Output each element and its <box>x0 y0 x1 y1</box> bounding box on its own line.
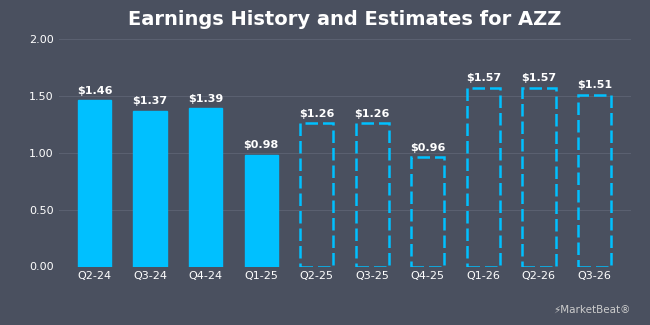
Text: $1.26: $1.26 <box>299 109 334 119</box>
Title: Earnings History and Estimates for AZZ: Earnings History and Estimates for AZZ <box>128 10 561 29</box>
Text: $1.57: $1.57 <box>466 73 501 83</box>
Text: $1.26: $1.26 <box>355 109 390 119</box>
Bar <box>244 155 278 266</box>
Text: $1.46: $1.46 <box>77 86 112 96</box>
Text: $0.96: $0.96 <box>410 143 445 153</box>
Bar <box>78 100 111 266</box>
Bar <box>133 111 167 266</box>
Text: $0.98: $0.98 <box>244 140 279 150</box>
Text: $1.39: $1.39 <box>188 94 224 104</box>
Text: $1.51: $1.51 <box>577 80 612 90</box>
Text: $1.57: $1.57 <box>521 73 556 83</box>
Bar <box>189 109 222 266</box>
Text: ⚡MarketBeat®: ⚡MarketBeat® <box>553 305 630 315</box>
Text: $1.37: $1.37 <box>133 96 168 106</box>
